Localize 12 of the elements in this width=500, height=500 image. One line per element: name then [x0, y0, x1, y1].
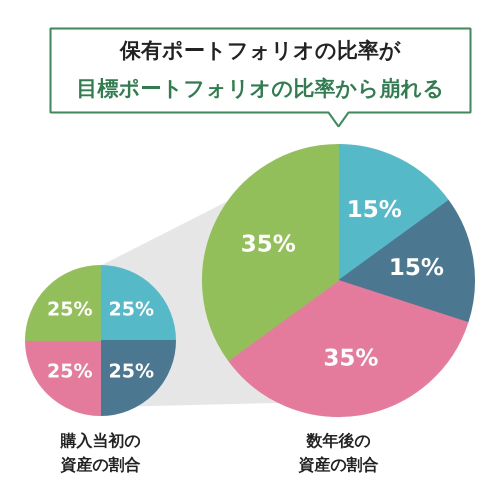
data-label: 25%: [47, 298, 92, 321]
text: 数年後の資産の割合: [298, 431, 378, 474]
data-label: 15%: [388, 255, 444, 282]
data-label: 25%: [108, 360, 154, 382]
data-label: 25%: [47, 360, 92, 382]
text: 保有ポートフォリオの比率が: [119, 38, 401, 62]
data-label: 25%: [108, 298, 154, 321]
text: 購入当初の資産の割合: [60, 431, 140, 474]
data-label: 35%: [323, 345, 378, 372]
data-label: 35%: [240, 232, 296, 258]
text: 目標ポートフォリオの比率から崩れる: [76, 76, 444, 100]
data-label: 15%: [346, 197, 402, 224]
